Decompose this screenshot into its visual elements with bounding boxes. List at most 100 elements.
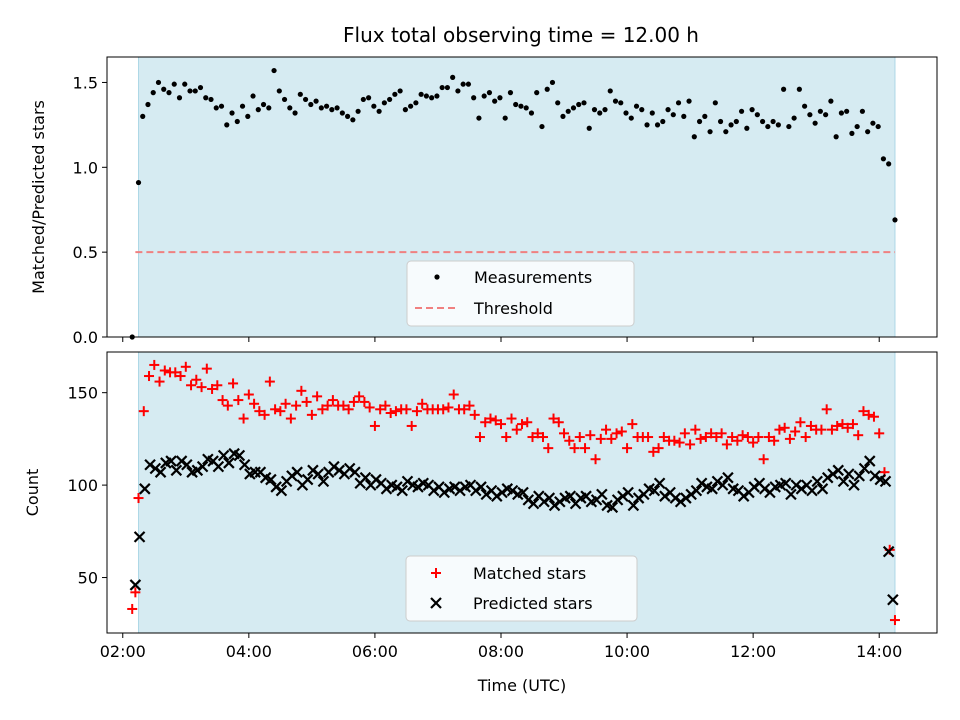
cross-stroke xyxy=(270,481,282,493)
predicted-star-point xyxy=(133,531,146,543)
cross-stroke xyxy=(265,473,277,486)
cross-stroke xyxy=(191,464,204,477)
predicted-star-point xyxy=(391,481,403,493)
predicted-star-point xyxy=(617,490,629,502)
cross-stroke xyxy=(430,597,442,609)
matched-star-point xyxy=(264,376,275,387)
matched-star-point xyxy=(480,417,491,428)
time-x-ticks: 02:00 04:00 06:00 08:00 10:00 12:00 14:00 xyxy=(100,633,902,661)
predicted-star-point xyxy=(816,483,829,495)
predicted-star-point xyxy=(291,466,303,478)
time-x-axis-label: Time (UTC) xyxy=(477,676,566,695)
cross-stroke xyxy=(275,484,288,497)
ratio-y-axis-label: Matched/Predicted stars xyxy=(29,100,48,294)
matched-star-point xyxy=(763,432,774,443)
predicted-star-point xyxy=(821,471,834,484)
matched-star-point xyxy=(832,420,843,431)
matched-star-point xyxy=(643,432,654,443)
measurement-point xyxy=(623,110,629,116)
measurement-point xyxy=(633,103,640,109)
cross-stroke xyxy=(779,477,792,490)
cross-stroke xyxy=(669,492,682,504)
predicted-star-point xyxy=(648,484,661,497)
matched-star-point xyxy=(406,420,417,431)
matched-star-point xyxy=(685,439,696,450)
matched-star-point xyxy=(795,417,806,428)
cross-stroke xyxy=(469,484,482,497)
measurement-point xyxy=(313,98,319,104)
predicted-star-point xyxy=(286,470,298,482)
matched-star-point xyxy=(301,396,312,407)
cross-stroke xyxy=(485,484,498,497)
predicted-star-point xyxy=(853,470,866,482)
measurement-point xyxy=(176,95,183,101)
cross-stroke xyxy=(317,475,330,488)
predicted-star-point xyxy=(887,593,899,606)
matched-star-point xyxy=(130,587,141,598)
legend-marker-measurements xyxy=(434,274,440,280)
measurement-point xyxy=(350,117,356,123)
matched-star-point xyxy=(306,409,317,420)
measurement-point xyxy=(465,81,472,87)
cross-stroke xyxy=(617,490,629,502)
measurement-point xyxy=(744,125,750,131)
cross-stroke xyxy=(664,486,676,499)
y-tick-label: 1.0 xyxy=(73,158,98,177)
cross-stroke xyxy=(223,457,235,469)
y-tick-label: 0.5 xyxy=(73,243,98,262)
predicted-star-point xyxy=(144,458,156,471)
measurement-point xyxy=(434,93,440,99)
legend-marker-matched xyxy=(431,568,441,578)
matched-star-point xyxy=(270,404,281,415)
predicted-star-point xyxy=(779,477,792,490)
predicted-star-point xyxy=(333,464,345,477)
count-panel-frame xyxy=(106,351,938,634)
matched-star-point xyxy=(438,404,449,415)
measurement-point xyxy=(691,134,697,140)
cross-stroke xyxy=(517,486,529,499)
measurement-point xyxy=(523,105,529,111)
matched-star-point xyxy=(259,409,270,420)
predicted-star-point xyxy=(149,462,162,475)
matched-star-point xyxy=(595,433,606,444)
matched-star-point xyxy=(222,400,233,411)
cross-stroke xyxy=(858,462,871,475)
matched-star-point xyxy=(296,385,307,396)
predicted-star-point xyxy=(882,545,895,558)
measurement-point xyxy=(381,100,387,106)
matched-star-point xyxy=(359,396,370,407)
cross-stroke xyxy=(596,488,608,501)
matched-star-point xyxy=(285,413,296,424)
matched-star-point xyxy=(695,433,706,444)
cross-stroke xyxy=(848,479,860,491)
measurement-point xyxy=(224,122,230,128)
cross-stroke xyxy=(543,492,556,504)
measurement-point xyxy=(182,81,188,87)
cross-stroke xyxy=(238,458,251,471)
matched-star-point xyxy=(601,424,612,435)
measurement-point xyxy=(791,115,797,121)
legend-marker-predicted xyxy=(430,597,442,609)
matched-star-point xyxy=(889,615,900,626)
measurement-point xyxy=(796,86,802,92)
matched-star-point xyxy=(249,398,260,409)
cross-stroke xyxy=(422,479,435,491)
measurement-point xyxy=(476,115,482,121)
cross-stroke xyxy=(501,483,514,495)
measurement-point xyxy=(696,118,703,125)
cross-stroke xyxy=(643,483,655,495)
measurement-point xyxy=(408,103,414,109)
measurement-point xyxy=(859,108,866,114)
predicted-star-point xyxy=(869,470,881,482)
matched-star-point xyxy=(243,389,254,400)
measurement-point xyxy=(870,120,876,126)
predicted-star-point xyxy=(806,484,818,497)
measurement-point xyxy=(171,81,177,87)
measurement-point xyxy=(460,81,466,87)
measurement-point xyxy=(513,101,519,108)
predicted-star-point xyxy=(196,460,209,473)
measurement-point xyxy=(213,105,219,111)
cross-stroke xyxy=(821,471,834,484)
measurement-point xyxy=(481,93,487,99)
matched-star-point xyxy=(469,409,480,420)
